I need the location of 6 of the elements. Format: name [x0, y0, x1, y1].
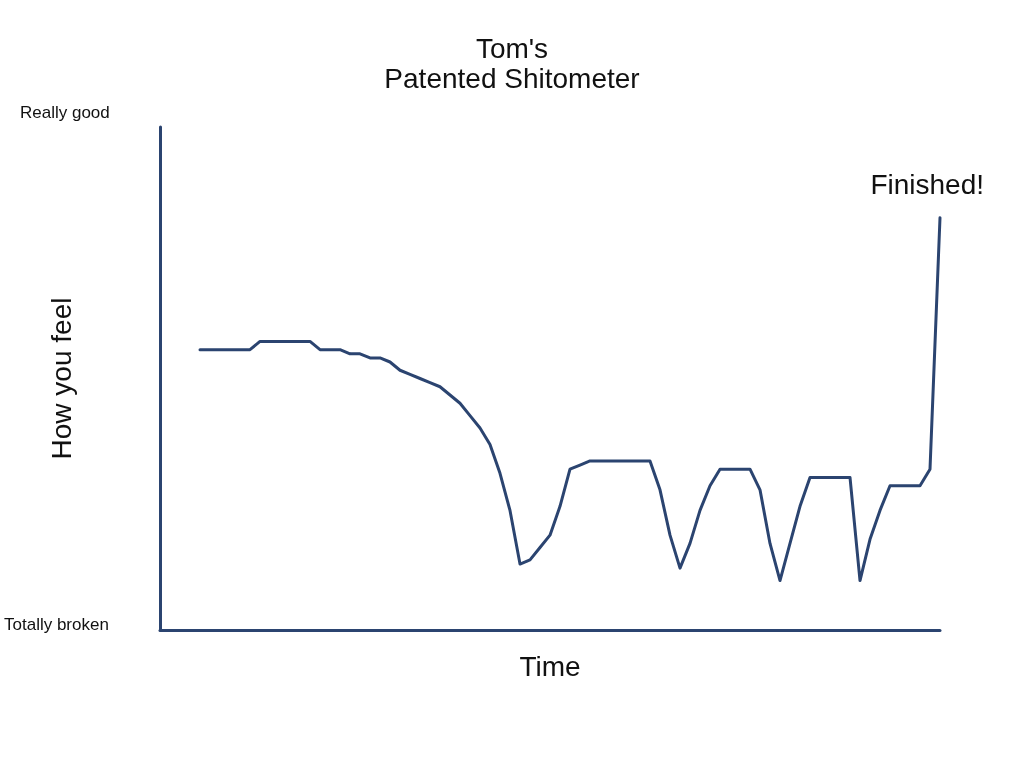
text: Finished!: [870, 168, 985, 200]
chart-title: Tom's Patented Shitometer: [384, 32, 640, 94]
text: Totally broken: [4, 615, 109, 634]
y-axis-title: How you feel: [45, 297, 77, 460]
x-axis-title: Time: [519, 650, 581, 682]
text: Really good: [20, 103, 110, 122]
